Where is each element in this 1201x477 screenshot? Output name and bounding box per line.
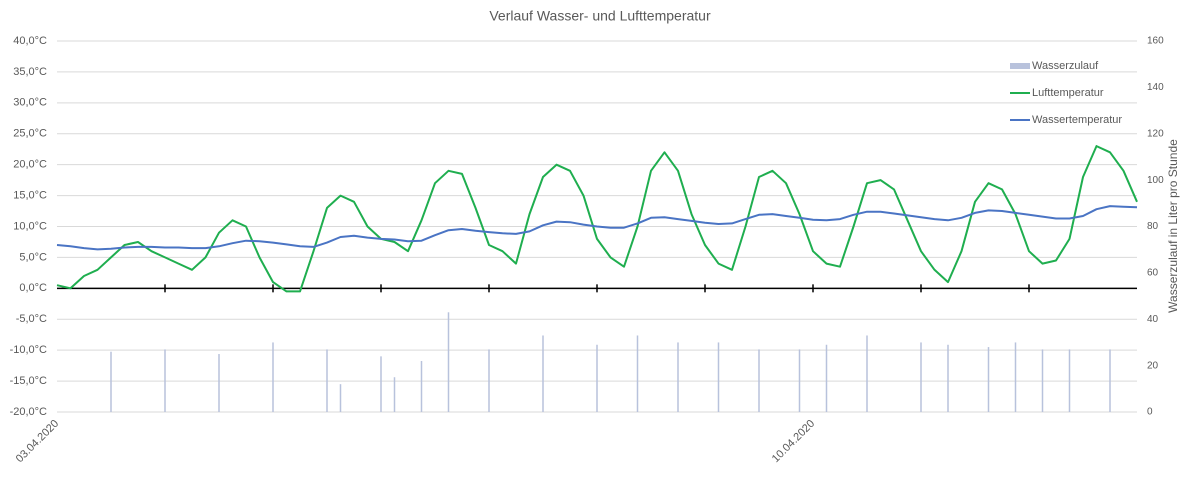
bar (717, 342, 720, 412)
legend-swatch (1010, 63, 1030, 69)
y-tick-label: 25,0°C (13, 128, 47, 140)
bar (798, 349, 801, 412)
y-tick-label: 20,0°C (13, 159, 47, 171)
y-tick-label: 30,0°C (13, 97, 47, 109)
y-tick-label: 15,0°C (13, 189, 47, 201)
y-tick-label: 0,0°C (19, 282, 47, 294)
bar (866, 335, 868, 412)
y2-tick-label: 80 (1147, 221, 1159, 232)
bar (1014, 342, 1017, 412)
bar (920, 342, 922, 412)
bar (596, 344, 598, 412)
y-tick-label: 40,0°C (13, 35, 47, 47)
bar (164, 349, 166, 412)
y-tick-label: 5,0°C (19, 251, 47, 263)
bar (758, 349, 760, 412)
y2-tick-label: 20 (1147, 360, 1159, 371)
y-tick-label: -15,0°C (10, 375, 47, 387)
y-tick-label: 10,0°C (13, 220, 47, 232)
legend-label: Wasserzulauf (1032, 60, 1099, 72)
y2-tick-label: 160 (1147, 36, 1164, 47)
line-series (56, 205, 1138, 251)
bar (380, 356, 382, 412)
bar (987, 347, 990, 412)
y-tick-label: -5,0°C (16, 313, 47, 325)
bar (339, 384, 342, 412)
line-series (56, 145, 1138, 293)
bar (825, 344, 828, 412)
bar (636, 335, 639, 412)
y2-tick-label: 140 (1147, 82, 1164, 93)
bar (272, 342, 274, 412)
chart-title: Verlauf Wasser- und Lufttemperatur (489, 8, 711, 24)
bar (326, 349, 328, 412)
y2-tick-label: 60 (1147, 268, 1159, 279)
y-tick-label: -10,0°C (10, 344, 47, 356)
x-tick-label: 10.04.2020 (770, 418, 817, 465)
bar (677, 342, 679, 412)
y2-tick-label: 100 (1147, 175, 1164, 186)
bar (110, 351, 112, 412)
y2-tick-label: 0 (1147, 407, 1153, 418)
bar (1041, 349, 1044, 412)
y2-tick-label: 120 (1147, 128, 1164, 139)
bar (1109, 349, 1111, 412)
y-tick-label: 35,0°C (13, 66, 47, 78)
x-tick-label: 03.04.2020 (14, 418, 61, 465)
bar (1068, 349, 1071, 412)
y2-axis-title: Wasserzulauf in Liter pro Stunde (1166, 139, 1180, 313)
legend-label: Wassertemperatur (1032, 114, 1122, 126)
bar (218, 354, 220, 412)
bar (488, 349, 490, 412)
y2-tick-label: 40 (1147, 314, 1159, 325)
y-tick-label: -20,0°C (10, 406, 47, 418)
bar (393, 377, 396, 412)
bar (420, 360, 423, 412)
bar (447, 312, 450, 412)
bar (947, 344, 949, 412)
legend-label: Lufttemperatur (1032, 87, 1104, 99)
bar (542, 335, 544, 412)
